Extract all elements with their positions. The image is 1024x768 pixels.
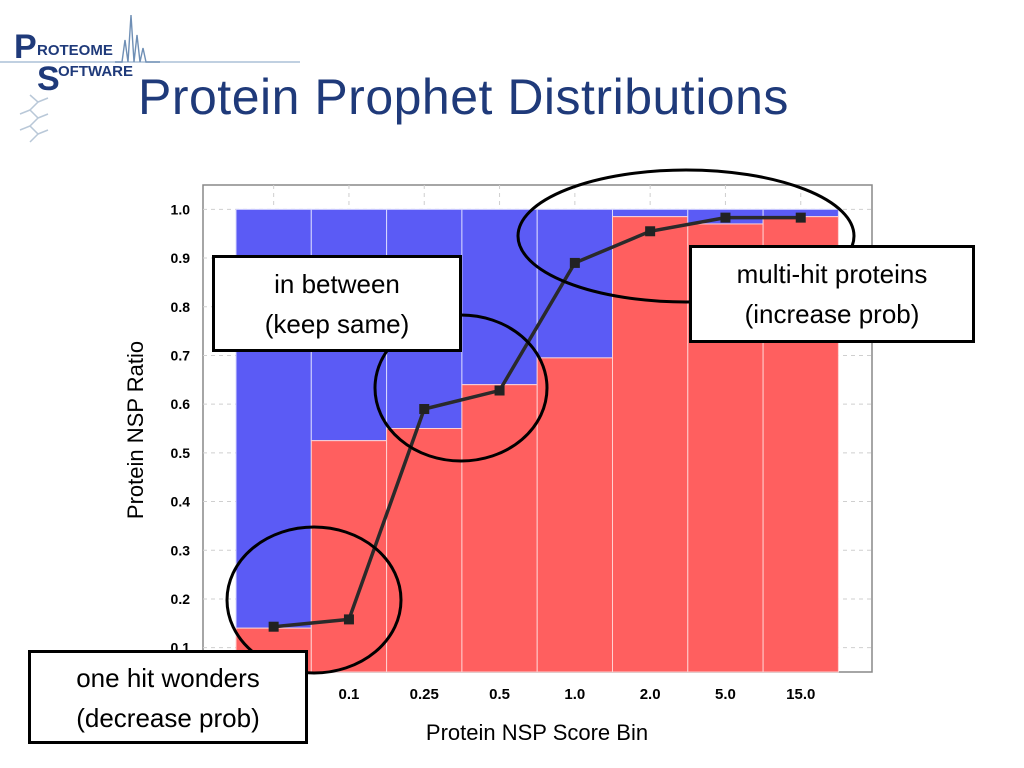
nsp-point-1 <box>343 614 354 625</box>
bar-blue-3 <box>461 208 538 386</box>
bar-red-2 <box>386 428 463 673</box>
nsp-point-0 <box>268 621 279 632</box>
nsp-point-6 <box>720 212 731 223</box>
ellipse-one-hit <box>225 525 403 675</box>
x-axis-ticks: 0.1 0.25 0.5 1.0 2.0 5.0 15.0 <box>339 686 816 703</box>
callout-multi-hit-line1: multi-hit proteins <box>736 259 928 289</box>
y-tick-label-9: 1.0 <box>171 201 191 217</box>
callout-multi-hit-line2: (increase prob) <box>744 299 920 329</box>
nsp-point-3 <box>494 385 505 396</box>
callout-in-between: in between (keep same) <box>212 255 462 352</box>
bar-red-5 <box>612 216 689 673</box>
y-axis-label: Protein NSP Ratio <box>123 341 148 519</box>
callout-in-between-line1: in between <box>274 269 400 299</box>
bar-blue-4 <box>536 208 614 359</box>
y-tick-label-7: 0.8 <box>171 299 191 315</box>
bar-red-1 <box>310 440 388 673</box>
x-axis-label: Protein NSP Score Bin <box>426 720 648 745</box>
y-tick-label-6: 0.7 <box>171 347 191 363</box>
logo-initial-p: P <box>14 28 37 66</box>
x-tick-label-1: 0.1 <box>339 686 360 703</box>
y-tick-label-4: 0.5 <box>171 445 191 461</box>
callout-multi-hit: multi-hit proteins (increase prob) <box>689 245 975 343</box>
callout-one-hit: one hit wonders (decrease prob) <box>28 650 308 744</box>
bars <box>235 208 839 673</box>
y-tick-label-8: 0.9 <box>171 250 191 266</box>
callout-one-hit-line1: one hit wonders <box>76 663 260 693</box>
x-tick-label-3: 0.5 <box>489 686 510 703</box>
x-tick-label-7: 15.0 <box>786 686 815 703</box>
y-axis-ticks: 0.10.20.30.40.50.60.70.80.91.0 <box>171 201 191 655</box>
y-tick-label-1: 0.2 <box>171 591 191 607</box>
nsp-point-7 <box>795 212 806 223</box>
nsp-point-4 <box>569 257 580 268</box>
proteome-software-logo: P ROTEOME S OFTWARE <box>0 14 300 143</box>
nsp-point-5 <box>645 226 656 237</box>
callout-one-hit-line2: (decrease prob) <box>76 703 260 733</box>
x-tick-label-5: 2.0 <box>640 686 661 703</box>
bar-red-4 <box>536 357 614 673</box>
nsp-line <box>268 212 806 632</box>
slide-title: Protein Prophet Distributions <box>138 69 789 125</box>
x-tick-label-6: 5.0 <box>715 686 736 703</box>
ellipse-multi-hit <box>516 168 856 304</box>
y-tick-label-3: 0.4 <box>171 494 191 510</box>
callout-in-between-line2: (keep same) <box>264 309 410 339</box>
logo-text-proteome: ROTEOME <box>37 42 113 59</box>
x-tick-label-2: 0.25 <box>410 686 439 703</box>
logo-text-software: OFTWARE <box>58 63 133 80</box>
bar-red-3 <box>461 384 538 673</box>
logo-initial-s: S <box>37 60 60 98</box>
x-tick-label-4: 1.0 <box>564 686 585 703</box>
annotation-ellipses <box>225 168 856 675</box>
nsp-point-2 <box>419 404 430 415</box>
y-tick-label-5: 0.6 <box>171 396 191 412</box>
y-tick-label-2: 0.3 <box>171 542 191 558</box>
bar-blue-5 <box>612 208 689 218</box>
nsp-line-path <box>273 215 801 629</box>
